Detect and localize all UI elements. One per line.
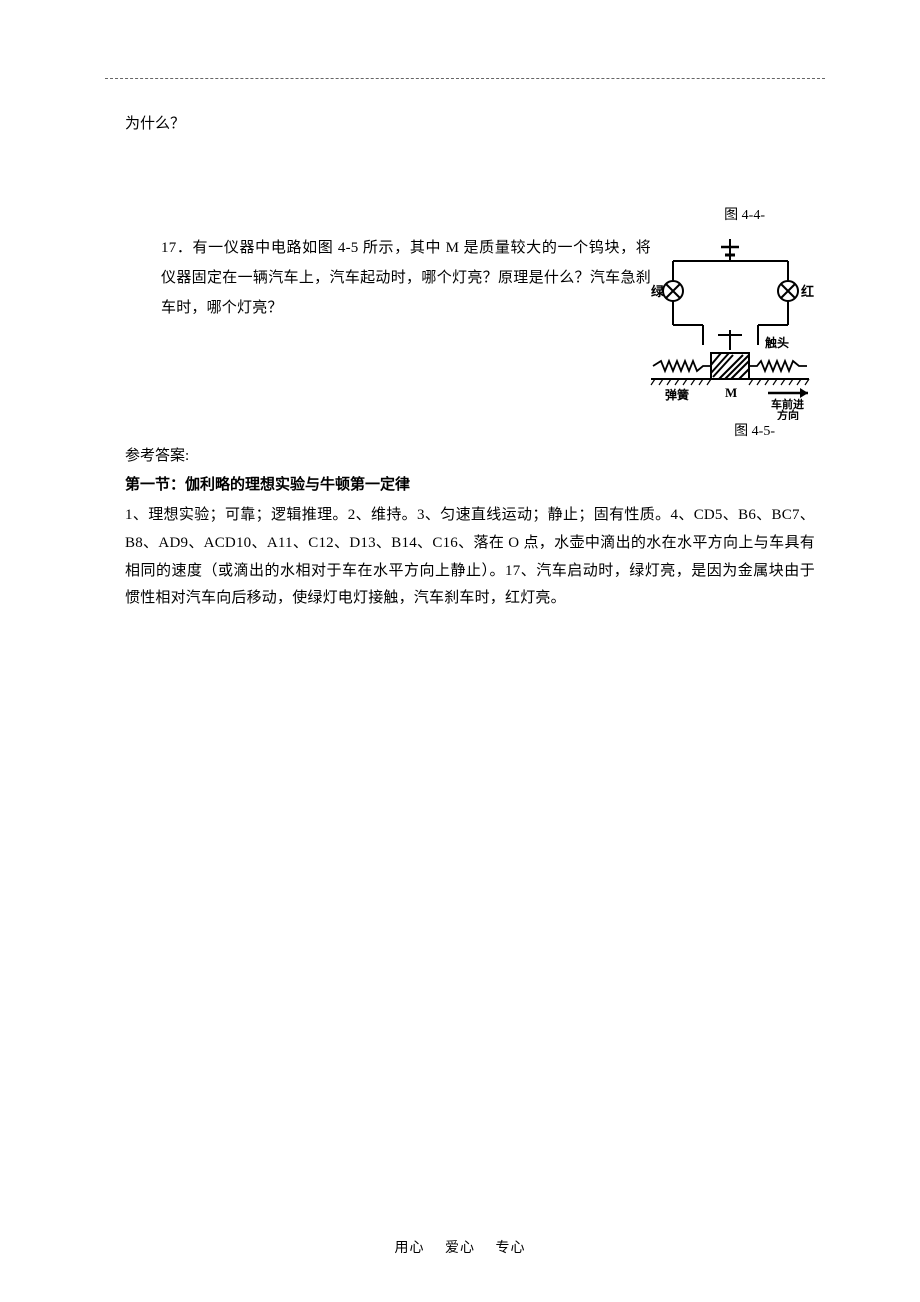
label-green: 绿	[651, 284, 665, 299]
label-arrow-2: 方向	[777, 408, 799, 420]
question-16-tail: 为什么？	[125, 110, 815, 139]
question-17-text: 17．有一仪器中电路如图 4-5 所示，其中 M 是质量较大的一个钨块，将仪器固…	[161, 233, 651, 323]
circuit-svg: 绿 红 触头 弹簧 M 车前进 方向	[643, 235, 818, 420]
figure-4-4-label: 图 4-4-	[724, 204, 765, 224]
footer-part-3: 专心	[496, 1241, 526, 1256]
top-horizontal-rule	[105, 78, 825, 79]
reference-answer-label: 参考答案:	[125, 443, 815, 471]
circuit-diagram-4-5: 绿 红 触头 弹簧 M 车前进 方向	[643, 235, 818, 425]
label-contact: 触头	[765, 335, 789, 350]
page-footer: 用心 爱心 专心	[0, 1237, 920, 1257]
figure-4-5-label: 图 4-5-	[734, 420, 775, 440]
answer-heading: 第一节：伽利略的理想实验与牛顿第一定律	[125, 472, 815, 500]
label-red: 红	[801, 284, 814, 299]
answer-body: 1、理想实验；可靠；逻辑推理。2、维持。3、匀速直线运动；静止；固有性质。4、C…	[125, 502, 815, 613]
label-arrow-1: 车前进	[771, 397, 804, 411]
answer-section: 参考答案: 第一节：伽利略的理想实验与牛顿第一定律 1、理想实验；可靠；逻辑推理…	[125, 443, 815, 614]
footer-part-1: 用心	[395, 1241, 425, 1256]
footer-part-2: 爱心	[445, 1241, 475, 1256]
label-spring: 弹簧	[665, 387, 689, 402]
label-block-m: M	[725, 385, 737, 400]
